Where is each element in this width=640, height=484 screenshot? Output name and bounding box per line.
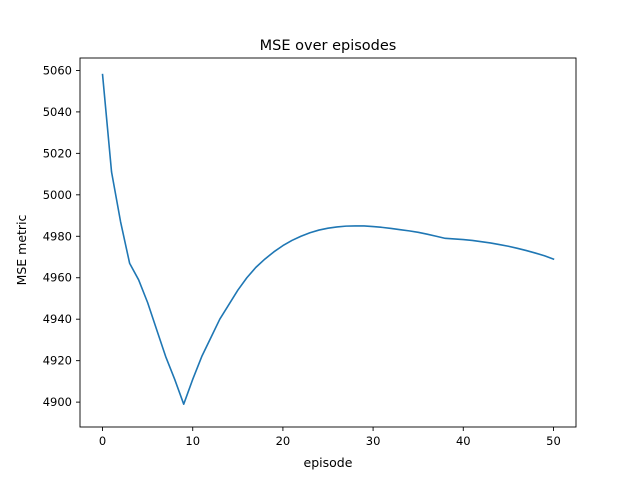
y-tick-label: 5000 <box>43 188 72 202</box>
y-tick-label: 4960 <box>43 271 72 285</box>
y-tick-label: 5060 <box>43 63 72 77</box>
series-line-0 <box>101 73 555 406</box>
y-tick-label: 5020 <box>43 146 72 160</box>
x-axis-label: episode <box>304 455 353 470</box>
y-tick-label: 4940 <box>43 312 72 326</box>
y-tick-label: 4980 <box>43 229 72 243</box>
y-tick-label: 5040 <box>43 105 72 119</box>
x-tick-label: 10 <box>185 434 200 448</box>
x-tick-label: 50 <box>546 434 561 448</box>
chart-title: MSE over episodes <box>260 38 397 54</box>
y-axis-label: MSE metric <box>14 214 29 285</box>
x-tick-label: 0 <box>99 434 106 448</box>
x-tick-label: 20 <box>276 434 291 448</box>
y-tick-label: 4920 <box>43 354 72 368</box>
plot-frame <box>79 57 577 428</box>
x-tick-label: 30 <box>366 434 381 448</box>
y-tick-label: 4900 <box>43 395 72 409</box>
x-tick-label: 40 <box>456 434 471 448</box>
